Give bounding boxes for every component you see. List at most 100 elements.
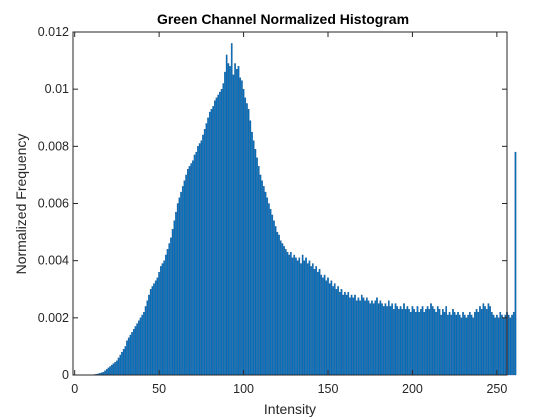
histogram-bar: [129, 334, 132, 376]
histogram-bar: [404, 309, 407, 376]
histogram-bar: [214, 100, 216, 376]
histogram-bar: [264, 191, 267, 376]
histogram-bar: [178, 197, 181, 376]
histogram-bar: [504, 314, 507, 376]
histogram-bar: [274, 226, 277, 376]
histogram-bars: [94, 43, 517, 376]
histogram-bar: [492, 314, 495, 376]
histogram-bar: [112, 363, 115, 376]
histogram-bar: [249, 120, 252, 376]
histogram-bar: [315, 266, 318, 376]
histogram-bar: [203, 129, 206, 376]
histogram-bar: [497, 317, 500, 376]
x-axis-ticks: 0 50 100 150 200 250: [71, 32, 507, 396]
histogram-bar: [241, 80, 243, 376]
histogram-bar: [188, 166, 191, 376]
histogram-bar: [256, 157, 258, 376]
histogram-bar: [472, 317, 475, 376]
histogram-bar: [156, 277, 159, 376]
histogram-bar: [127, 337, 130, 376]
histogram-bar: [271, 214, 274, 376]
histogram-bar: [224, 71, 226, 376]
histogram-bar: [159, 266, 162, 376]
histogram-bar: [254, 149, 257, 376]
histogram-bar: [198, 143, 201, 376]
histogram-bar: [462, 311, 464, 376]
histogram-bar: [246, 103, 248, 376]
histogram-bar: [242, 89, 245, 376]
histogram-bar: [465, 317, 468, 376]
histogram-bar: [475, 309, 478, 376]
histogram-bar: [134, 326, 137, 376]
histogram-bar: [175, 211, 177, 376]
histogram-bar: [215, 97, 218, 376]
histogram-bar: [394, 303, 397, 376]
histogram-bar: [200, 140, 203, 376]
histogram-bar: [330, 280, 333, 376]
y-tick-label: 0.002: [38, 311, 69, 325]
x-axis-label: Intensity: [264, 401, 316, 417]
histogram-bar: [408, 309, 410, 376]
histogram-bar: [418, 311, 421, 376]
histogram-bar: [428, 309, 431, 376]
histogram-bar: [467, 314, 469, 376]
histogram-bar: [438, 309, 441, 376]
histogram-bar: [217, 94, 220, 376]
histogram-bar: [393, 309, 395, 376]
histogram-bar: [234, 63, 236, 376]
histogram-bar: [122, 349, 125, 376]
histogram-bar: [168, 243, 171, 376]
histogram-bar: [338, 291, 341, 376]
histogram-bar: [489, 306, 491, 376]
x-tick-label: 150: [318, 382, 339, 396]
histogram-bar: [205, 123, 208, 376]
histogram-bar: [181, 186, 184, 376]
histogram-bar: [389, 306, 392, 376]
histogram-bar: [166, 249, 169, 376]
histogram-bar: [450, 314, 453, 376]
histogram-bar: [225, 54, 228, 376]
y-tick-label: 0.01: [45, 82, 69, 96]
histogram-bar: [259, 174, 262, 376]
histogram-bar: [165, 254, 167, 376]
histogram-bar: [344, 291, 346, 376]
histogram-bar: [367, 300, 370, 376]
histogram-bar: [477, 311, 480, 376]
histogram-bar: [139, 317, 142, 376]
y-axis-ticks: 0 0.002 0.004 0.006 0.008 0.01 0.012: [38, 25, 507, 382]
histogram-bar: [107, 367, 110, 376]
histogram-bar: [192, 160, 194, 376]
histogram-bar: [384, 303, 387, 376]
histogram-bar: [288, 254, 290, 376]
histogram-bar: [121, 351, 123, 376]
histogram-bar: [183, 180, 186, 376]
histogram-bar: [278, 234, 280, 376]
histogram-bar: [171, 229, 174, 376]
histogram-bar: [396, 306, 399, 376]
histogram-bar: [153, 283, 155, 376]
histogram-bar: [138, 320, 140, 376]
chart-title: Green Channel Normalized Histogram: [157, 11, 409, 27]
histogram-bar: [364, 300, 366, 376]
histogram-bar: [335, 289, 338, 376]
histogram-bar: [105, 369, 108, 376]
y-tick-label: 0.008: [38, 139, 69, 153]
histogram-bar: [247, 109, 250, 376]
histogram-bar: [360, 294, 363, 376]
histogram-bar: [406, 306, 409, 376]
histogram-bar: [374, 300, 377, 376]
histogram-bar: [281, 243, 284, 376]
histogram-bar: [318, 269, 321, 376]
x-tick-label: 250: [486, 382, 507, 396]
histogram-bar: [426, 306, 429, 376]
histogram-bar: [193, 154, 196, 376]
histogram-bar: [391, 303, 393, 376]
histogram-bar: [494, 317, 497, 376]
histogram-bar: [126, 340, 128, 376]
histogram-bar: [232, 74, 235, 376]
histogram-bar: [143, 311, 145, 376]
histogram-bar: [413, 309, 415, 376]
histogram-bar: [161, 263, 164, 376]
histogram-bar: [340, 289, 343, 376]
histogram-bar: [296, 260, 299, 376]
